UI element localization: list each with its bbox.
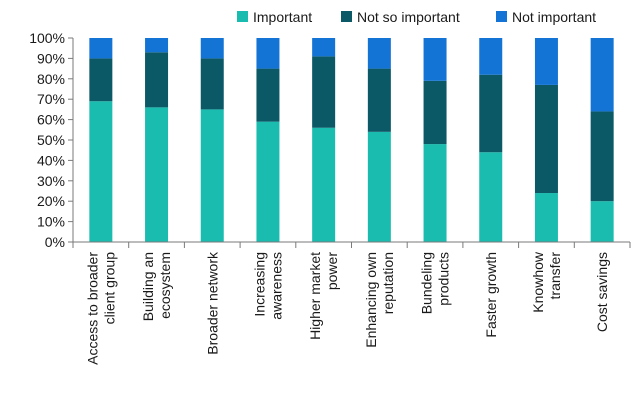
bar-segment [534,38,558,85]
bars [89,38,614,243]
bar-segment [367,131,391,242]
y-tick-label: 90% [37,50,65,66]
bar-segment [479,152,503,242]
x-tick-label: Higher market [307,252,323,340]
x-category-label: Faster growth [483,252,499,338]
y-tick-label: 70% [37,91,65,107]
legend: Important Not so important Not important [237,9,596,25]
x-tick-label: power [324,252,340,290]
bar-segment [534,193,558,242]
x-tick-label: client group [101,252,117,325]
x-category-label: Access to broader client group [84,252,117,365]
bar-segment [145,38,169,53]
y-tick-label: 40% [37,152,65,168]
bar-segment [590,201,614,242]
x-axis: Access to broader client group Building an… [72,241,631,365]
bar-segment [145,107,169,242]
bar-segment [423,38,447,81]
legend-label: Not so important [357,9,460,25]
bar-segment [145,52,169,108]
x-tick-label: transfer [547,252,563,300]
x-category-label: Bundeling products [419,252,452,314]
x-tick-label: ecosystem [157,252,173,319]
y-tick-label: 30% [37,173,65,189]
bar-segment [423,80,447,145]
bar-segment [590,38,614,112]
bar-segment [534,84,558,194]
x-tick-label: Broader network [204,251,220,355]
x-tick-label: awareness [268,252,284,320]
legend-swatch [237,11,248,22]
bar-segment [590,111,614,202]
x-tick-label: Enhancing own [363,252,379,348]
x-category-label: Broader network [204,251,220,355]
bar-segment [256,38,280,69]
legend-label: Not important [512,9,596,25]
y-tick-label: 60% [37,112,65,128]
legend-swatch [341,11,352,22]
bar-segment [200,38,224,59]
x-tick-label: Cost savings [594,252,610,332]
legend-swatch [496,11,507,22]
bar-segment [423,144,447,242]
legend-label: Important [253,9,312,25]
y-axis: 0% 10% 20% 30% 40% 50% 60% 70% 80% 90% 100% [29,30,74,250]
x-tick-label: Building an [140,252,156,321]
bar-segment [89,101,113,243]
y-tick-label: 20% [37,193,65,209]
bar-segment [89,38,113,59]
x-category-label: Knowhow transfer [530,251,563,313]
x-tick-label: reputation [380,252,396,314]
y-tick-label: 0% [45,234,65,250]
y-tick-label: 50% [37,132,65,148]
x-category-label: Higher market power [307,252,340,340]
bar-segment [89,58,113,102]
x-category-label: Cost savings [594,252,610,332]
bar-segment [367,68,391,132]
bar-segment [256,121,280,242]
bar-segment [479,74,503,153]
x-tick-label: Increasing [251,252,267,317]
y-tick-label: 80% [37,71,65,87]
x-tick-label: Faster growth [483,252,499,338]
bar-segment [367,38,391,69]
x-category-label: Enhancing own reputation [363,252,396,348]
bar-segment [200,109,224,243]
x-tick-label: Bundeling [419,252,435,314]
bar-segment [312,56,336,128]
x-category-label: Increasing awareness [251,252,284,320]
x-tick-label: Knowhow [530,251,546,313]
x-tick-label: Access to broader [84,252,100,365]
bar-segment [256,68,280,122]
bar-segment [479,38,503,75]
x-category-label: Building an ecosystem [140,252,173,321]
bar-segment [200,58,224,110]
y-tick-label: 100% [29,30,65,46]
bar-segment [312,127,336,242]
bar-segment [312,38,336,57]
y-tick-label: 10% [37,214,65,230]
x-tick-label: products [436,252,452,306]
